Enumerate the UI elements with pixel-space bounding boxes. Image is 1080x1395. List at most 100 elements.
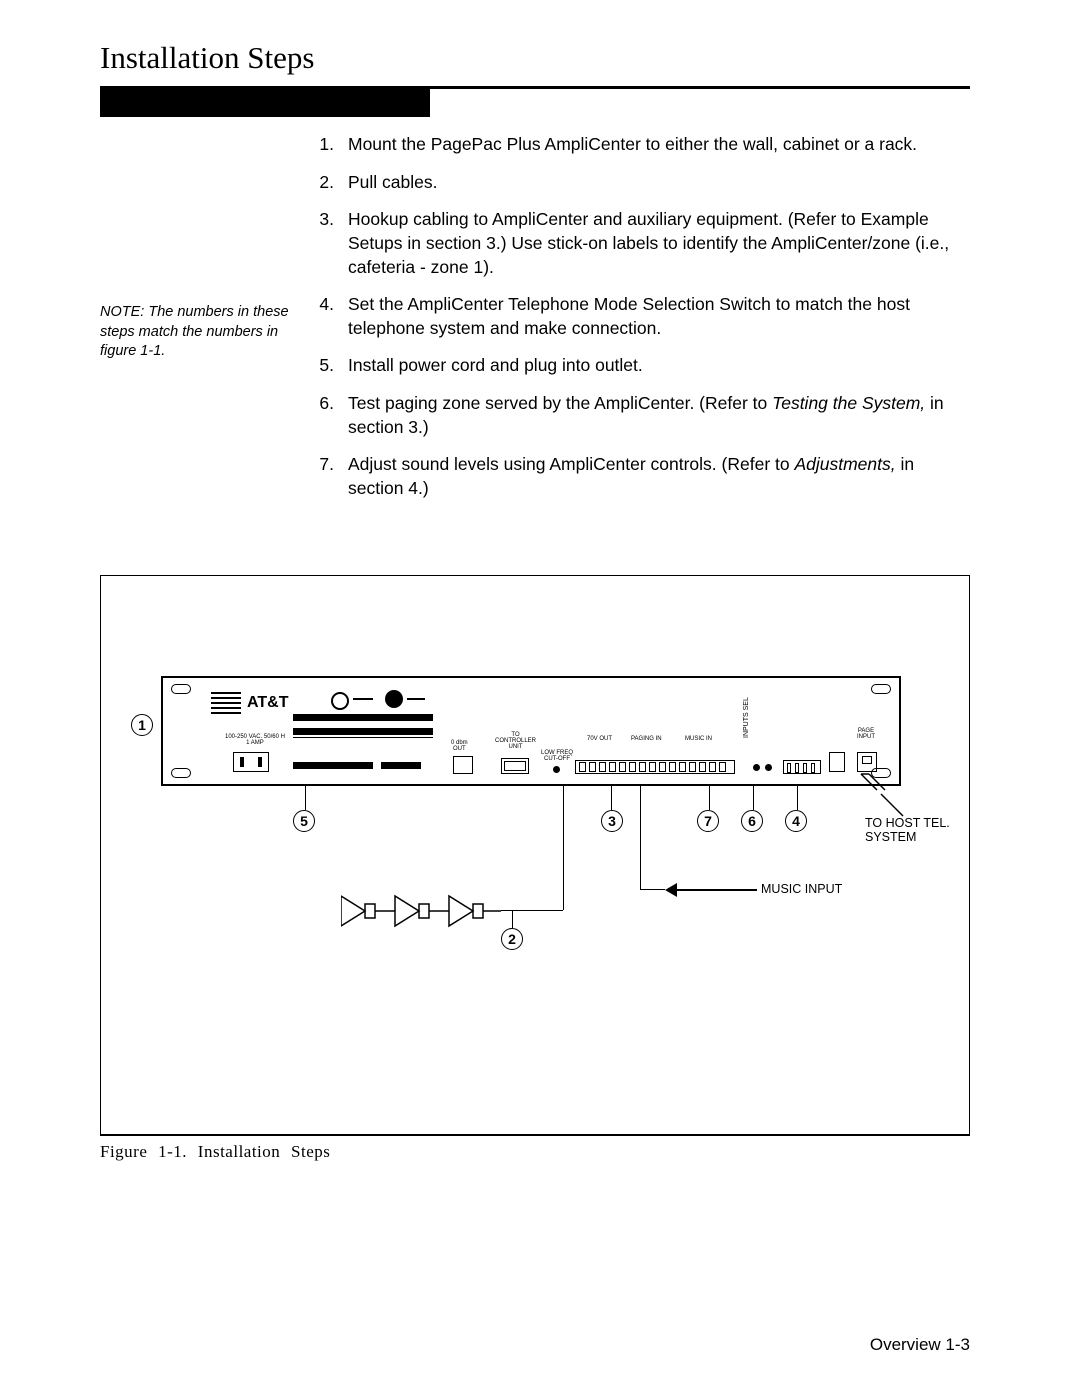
step-text-pre: Adjust sound levels using AmpliCenter co… [348, 454, 794, 474]
70v-label: 70V OUT [587, 736, 612, 742]
music-line [673, 889, 757, 891]
lead-line [611, 786, 612, 810]
step-2: 2. Pull cables. [314, 171, 970, 195]
knob-icon [765, 764, 772, 771]
callout-5: 5 [293, 810, 315, 832]
terminal-icon [689, 762, 696, 772]
dip-switch-icon [783, 760, 821, 774]
step-text-pre: Test paging zone served by the AmpliCent… [348, 393, 772, 413]
terminal-icon [699, 762, 706, 772]
power-label: 100-250 VAC. 50/60 H 1 AMP [225, 734, 285, 746]
power-outlet-icon [233, 752, 269, 772]
lead-line [640, 889, 665, 890]
callout-6: 6 [741, 810, 763, 832]
cert-icon [385, 690, 403, 708]
title-underline-bar [100, 89, 430, 117]
step-text: Set the AmpliCenter Telephone Mode Selec… [348, 293, 970, 340]
knob-icon [553, 766, 560, 773]
step-6: 6. Test paging zone served by the AmpliC… [314, 392, 970, 439]
paging-label: PAGING IN [631, 736, 662, 742]
controller-label: TO CONTROLLER UNIT [495, 732, 536, 750]
terminal-icon [609, 762, 616, 772]
speaker-chain-icon [341, 876, 541, 966]
step-7: 7. Adjust sound levels using AmpliCenter… [314, 453, 970, 500]
terminal-icon [709, 762, 716, 772]
step-text: Test paging zone served by the AmpliCent… [348, 392, 970, 439]
divider [293, 737, 433, 738]
lead-line [753, 786, 754, 810]
terminal-icon [579, 762, 586, 772]
step-number: 2. [314, 171, 334, 195]
callout-1: 1 [131, 714, 153, 736]
lowfreq-label: LOW FREQ CUT-OFF [541, 750, 573, 762]
terminal-icon [669, 762, 676, 772]
step-number: 3. [314, 208, 334, 279]
lead-line [563, 786, 564, 910]
mount-slot-icon [171, 768, 191, 778]
step-text: Install power cord and plug into outlet. [348, 354, 970, 378]
music-label: MUSIC IN [685, 736, 712, 742]
side-note: NOTE: The numbers in these steps match t… [100, 133, 290, 515]
lead-line [709, 786, 710, 810]
steps-list: 1. Mount the PagePac Plus AmpliCenter to… [314, 133, 970, 515]
dip-icon [501, 758, 529, 774]
figure-1-1: AT&T 100-250 VAC. 50/60 H 1 AMP 0 dbm OU… [100, 575, 970, 1135]
terminal-icon [589, 762, 596, 772]
step-text-ital: Testing the System, [772, 393, 925, 413]
terminal-icon [599, 762, 606, 772]
step-4: 4. Set the AmpliCenter Telephone Mode Se… [314, 293, 970, 340]
logo-bars-icon [211, 692, 241, 716]
host-tel-label: TO HOST TEL. SYSTEM [865, 816, 950, 844]
terminal-icon [639, 762, 646, 772]
lead-line [640, 800, 641, 890]
pageinput-label: PAGE INPUT [857, 728, 875, 740]
arrow-left-icon [665, 883, 677, 897]
inputsel-label: INPUTS SEL [743, 697, 750, 738]
terminal-icon [649, 762, 656, 772]
warning-block-icon [381, 762, 421, 769]
knob-icon [753, 764, 760, 771]
step-3: 3. Hookup cabling to AmpliCenter and aux… [314, 208, 970, 279]
rj-port-icon [857, 752, 877, 772]
footer-section: Overview [870, 1335, 946, 1354]
step-number: 7. [314, 453, 334, 500]
step-text-ital: Adjustments, [794, 454, 895, 474]
brand-label: AT&T [247, 694, 288, 712]
lead-line [640, 786, 641, 800]
step-number: 1. [314, 133, 334, 157]
step-1: 1. Mount the PagePac Plus AmpliCenter to… [314, 133, 970, 157]
mount-slot-icon [871, 684, 891, 694]
footer-pagenum: 1-3 [945, 1335, 970, 1354]
step-5: 5. Install power cord and plug into outl… [314, 354, 970, 378]
step-text: Pull cables. [348, 171, 970, 195]
callout-4: 4 [785, 810, 807, 832]
terminal-icon [629, 762, 636, 772]
music-input-label: MUSIC INPUT [761, 882, 842, 896]
cert-icon [331, 692, 349, 710]
warning-block-icon [293, 714, 433, 721]
jack-icon [453, 756, 473, 774]
lead-line [512, 910, 513, 928]
step-number: 5. [314, 354, 334, 378]
terminal-icon [659, 762, 666, 772]
mount-slot-icon [171, 684, 191, 694]
page-title: Installation Steps [100, 40, 314, 76]
amplicenter-device: AT&T 100-250 VAC. 50/60 H 1 AMP 0 dbm OU… [161, 676, 901, 786]
lead-line [305, 786, 306, 810]
page-footer: Overview 1-3 [870, 1335, 970, 1355]
terminal-icon [679, 762, 686, 772]
lead-line [501, 910, 563, 911]
cert-line-icon [353, 698, 373, 700]
lead-line [797, 786, 798, 810]
step-number: 4. [314, 293, 334, 340]
terminal-icon [619, 762, 626, 772]
step-text: Adjust sound levels using AmpliCenter co… [348, 453, 970, 500]
callout-3: 3 [601, 810, 623, 832]
callout-7: 7 [697, 810, 719, 832]
odbm-label: 0 dbm OUT [451, 740, 468, 752]
terminal-icon [719, 762, 726, 772]
figure-caption: Figure 1-1. Installation Steps [100, 1135, 970, 1162]
step-text: Hookup cabling to AmpliCenter and auxili… [348, 208, 970, 279]
rj-icon [829, 752, 845, 772]
warning-block-icon [293, 728, 433, 735]
